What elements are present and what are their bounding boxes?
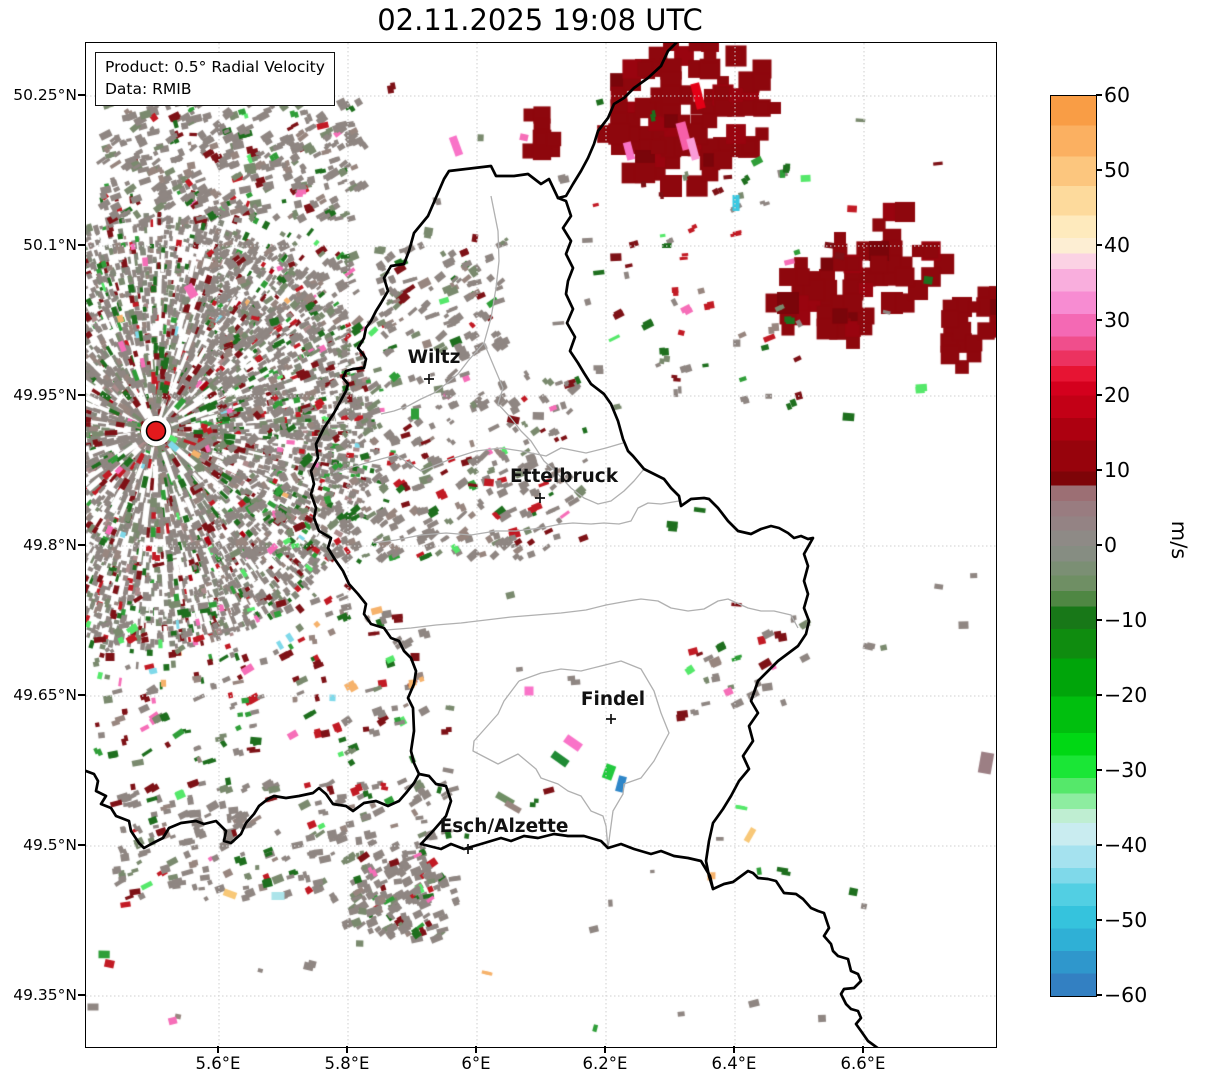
canton-borders (332, 195, 799, 849)
colorbar-tick-mark (1096, 994, 1102, 996)
colorbar-tick-label: −30 (1104, 758, 1148, 782)
city-plus-marker (463, 844, 473, 854)
city-name-label: Findel (581, 689, 645, 710)
city-plus-marker (606, 714, 616, 724)
radar-site-dot (145, 420, 167, 442)
colorbar-tick-mark (1096, 469, 1102, 471)
lat-tick-label: 50.1°N (23, 236, 77, 254)
colorbar-tick-mark (1096, 769, 1102, 771)
lat-tick-label: 50.25°N (13, 86, 77, 104)
country-border-line (86, 769, 421, 850)
lon-tick-mark (733, 1046, 735, 1053)
colorbar-gradient (1050, 95, 1097, 997)
canton-border-line (518, 660, 670, 849)
lat-tick-label: 49.5°N (23, 836, 77, 854)
colorbar-tick-label: 40 (1104, 233, 1131, 257)
map-plot-area: Wiltz Ettelbruck Findel Esch/Alzette Produc… (85, 42, 997, 1048)
city-name-label: Esch/Alzette (440, 816, 569, 837)
colorbar-tick-label: 0 (1104, 533, 1118, 557)
lat-tick-mark (78, 394, 85, 396)
canton-border-line (385, 598, 799, 631)
lat-tick-mark (78, 694, 85, 696)
lat-tick-label: 49.65°N (13, 686, 77, 704)
lon-tick-mark (475, 1046, 477, 1053)
city-name-label: Wiltz (408, 347, 461, 368)
colorbar-tick-label: 10 (1104, 458, 1131, 482)
city-esch-alzette: Esch/Alzette (440, 816, 569, 854)
city-plus-marker (424, 374, 434, 384)
colorbar-tick-label: 30 (1104, 308, 1131, 332)
lon-tick-label: 6.2°E (582, 1054, 628, 1073)
product-info-box: Product: 0.5° Radial Velocity Data: RMIB (95, 52, 335, 107)
colorbar-tick-mark (1096, 94, 1102, 96)
colorbar-tick-label: −10 (1104, 608, 1148, 632)
lat-tick-mark (78, 994, 85, 996)
lon-tick-mark (217, 1046, 219, 1053)
country-border-line (417, 772, 879, 1047)
colorbar-tick-mark (1096, 169, 1102, 171)
lat-tick-mark (78, 544, 85, 546)
canton-border-line (472, 680, 609, 849)
colorbar-tick-label: −20 (1104, 683, 1148, 707)
radar-site-marker (141, 416, 171, 446)
colorbar-tick-label: −40 (1104, 833, 1148, 857)
city-labels: Wiltz Ettelbruck Findel Esch/Alzette (408, 347, 645, 854)
canton-border-line (483, 342, 645, 505)
colorbar-tick-mark (1096, 919, 1102, 921)
lat-tick-label: 49.8°N (23, 536, 77, 554)
colorbar-tick-mark (1096, 244, 1102, 246)
colorbar-tick-label: −50 (1104, 908, 1148, 932)
lon-tick-label: 6.4°E (711, 1054, 757, 1073)
city-findel: Findel (581, 689, 645, 724)
city-ettelbruck: Ettelbruck (510, 466, 619, 503)
lon-tick-label: 6°E (461, 1054, 491, 1073)
lat-tick-label: 49.95°N (13, 386, 77, 404)
colorbar-tick-mark (1096, 619, 1102, 621)
city-wiltz: Wiltz (408, 347, 461, 384)
colorbar-tick-label: 60 (1104, 83, 1131, 107)
figure-title: 02.11.2025 19:08 UTC (377, 3, 703, 37)
colorbar-unit-label: m/s (1167, 520, 1191, 560)
country-border-line (556, 196, 815, 891)
radar-speckle-canvas (86, 43, 996, 1047)
colorbar-tick-label: 20 (1104, 383, 1131, 407)
lon-tick-mark (346, 1046, 348, 1053)
lat-tick-mark (78, 94, 85, 96)
colorbar-tick-label: 50 (1104, 158, 1131, 182)
lon-tick-label: 6.6°E (840, 1054, 886, 1073)
canton-border-line (332, 442, 624, 474)
lat-tick-mark (78, 244, 85, 246)
data-source-line: Data: RMIB (105, 79, 192, 98)
city-plus-marker (535, 493, 545, 503)
map-overlay: Wiltz Ettelbruck Findel Esch/Alzette (86, 43, 996, 1047)
colorbar-tick-mark (1096, 694, 1102, 696)
colorbar-tick-label: −60 (1104, 983, 1148, 1007)
canton-border-line (380, 195, 500, 415)
product-line: Product: 0.5° Radial Velocity (105, 58, 325, 76)
lon-tick-mark (862, 1046, 864, 1053)
colorbar-tick-mark (1096, 844, 1102, 846)
city-name-label: Ettelbruck (510, 466, 619, 487)
lat-tick-label: 49.35°N (13, 986, 77, 1004)
gridlines (86, 43, 996, 1047)
lon-tick-mark (604, 1046, 606, 1053)
colorbar-tick-mark (1096, 319, 1102, 321)
canton-border-line (372, 500, 680, 544)
lat-tick-mark (78, 844, 85, 846)
colorbar-tick-mark (1096, 544, 1102, 546)
lon-tick-label: 5.6°E (195, 1054, 241, 1073)
colorbar-tick-mark (1096, 394, 1102, 396)
country-border-line (309, 43, 678, 776)
country-borders (86, 43, 879, 1047)
lon-tick-label: 5.8°E (324, 1054, 370, 1073)
